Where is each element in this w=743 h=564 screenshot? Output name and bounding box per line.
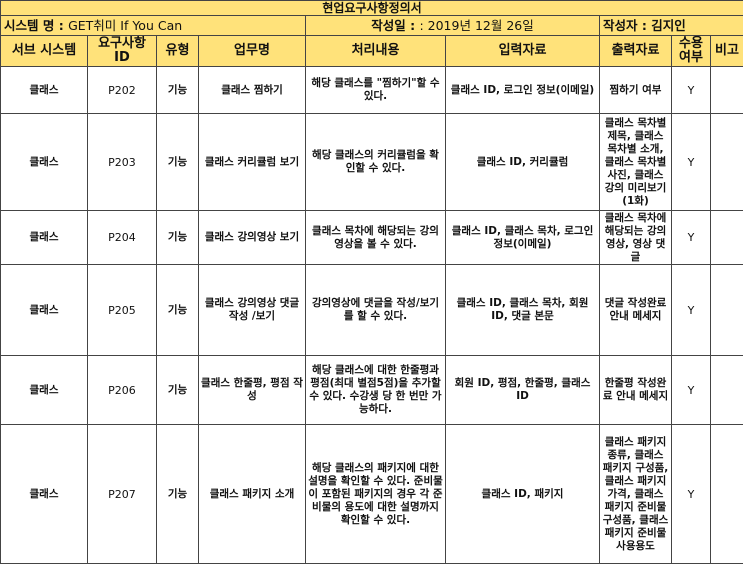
cell-req-id: P206 bbox=[88, 356, 157, 425]
date-label: 작성일 : bbox=[371, 18, 419, 33]
header-output: 출력자료 bbox=[600, 36, 672, 67]
cell-output: 한줄평 작성완료 안내 메세지 bbox=[600, 356, 672, 425]
table-row: 클래스 P203 기능 클래스 커리큘럼 보기 해당 클래스의 커리큘럼을 확인… bbox=[1, 114, 743, 211]
cell-type: 기능 bbox=[157, 425, 199, 564]
author-label: 작성자 : bbox=[603, 18, 651, 33]
date-cell: 작성일 : : 2019년 12월 26일 bbox=[306, 16, 600, 36]
cell-output: 클래스 패키지 종류, 클래스 패키지 구성품, 클래스 패키지 가격, 클래스… bbox=[600, 425, 672, 564]
cell-subsystem: 클래스 bbox=[1, 114, 88, 211]
cell-processing: 해당 클래스에 대한 한줄평과 평점(최대 별점5점)을 추가할 수 있다. 수… bbox=[306, 356, 446, 425]
table-row: 클래스 P204 기능 클래스 강의영상 보기 클래스 목차에 해당되는 강의영… bbox=[1, 211, 743, 265]
header-row: 서브 시스템 요구사항 ID 유형 업무명 처리내용 입력자료 출력자료 수용 … bbox=[1, 36, 743, 67]
cell-processing: 강의영상에 댓글을 작성/보기를 할 수 있다. bbox=[306, 265, 446, 356]
author-cell: 작성자 : 김지인 bbox=[600, 16, 743, 36]
cell-task: 클래스 찜하기 bbox=[199, 67, 306, 114]
cell-task: 클래스 패키지 소개 bbox=[199, 425, 306, 564]
cell-req-id: P203 bbox=[88, 114, 157, 211]
cell-type: 기능 bbox=[157, 265, 199, 356]
cell-req-id: P202 bbox=[88, 67, 157, 114]
cell-input: 회원 ID, 평점, 한줄평, 클래스 ID bbox=[446, 356, 600, 425]
cell-accept: Y bbox=[672, 425, 711, 564]
cell-note bbox=[711, 265, 743, 356]
cell-note bbox=[711, 211, 743, 265]
header-processing: 처리내용 bbox=[306, 36, 446, 67]
date-value: : 2019년 12월 26일 bbox=[419, 18, 533, 33]
table-row: 클래스 P205 기능 클래스 강의영상 댓글작성 /보기 강의영상에 댓글을 … bbox=[1, 265, 743, 356]
cell-processing: 해당 클래스의 커리큘럼을 확인할 수 있다. bbox=[306, 114, 446, 211]
cell-accept: Y bbox=[672, 356, 711, 425]
header-accept: 수용 여부 bbox=[672, 36, 711, 67]
cell-task: 클래스 강의영상 댓글작성 /보기 bbox=[199, 265, 306, 356]
cell-subsystem: 클래스 bbox=[1, 265, 88, 356]
header-input: 입력자료 bbox=[446, 36, 600, 67]
cell-type: 기능 bbox=[157, 211, 199, 265]
cell-output: 댓글 작성완료 안내 메세지 bbox=[600, 265, 672, 356]
cell-req-id: P204 bbox=[88, 211, 157, 265]
cell-output: 클래스 목차에 해당되는 강의영상, 영상 댓글 bbox=[600, 211, 672, 265]
cell-output: 클래스 목차별 제목, 클래스 목차별 소개, 클래스 목차별 사진, 클래스 … bbox=[600, 114, 672, 211]
cell-output: 찜하기 여부 bbox=[600, 67, 672, 114]
cell-task: 클래스 커리큘럼 보기 bbox=[199, 114, 306, 211]
system-name-label: 시스템 명 : bbox=[4, 18, 68, 33]
meta-row: 시스템 명 : GET취미 If You Can 작성일 : : 2019년 1… bbox=[1, 16, 743, 36]
header-subsystem: 서브 시스템 bbox=[1, 36, 88, 67]
header-note: 비고 bbox=[711, 36, 743, 67]
cell-subsystem: 클래스 bbox=[1, 356, 88, 425]
cell-accept: Y bbox=[672, 211, 711, 265]
system-name-value: GET취미 If You Can bbox=[68, 18, 182, 33]
cell-type: 기능 bbox=[157, 114, 199, 211]
cell-type: 기능 bbox=[157, 67, 199, 114]
cell-input: 클래스 ID, 클래스 목차, 회원 ID, 댓글 본문 bbox=[446, 265, 600, 356]
cell-req-id: P207 bbox=[88, 425, 157, 564]
cell-processing: 해당 클래스의 패키지에 대한 설명을 확인할 수 있다. 준비물이 포함된 패… bbox=[306, 425, 446, 564]
cell-note bbox=[711, 356, 743, 425]
header-task: 업무명 bbox=[199, 36, 306, 67]
document-title: 현업요구사항정의서 bbox=[1, 1, 743, 16]
cell-note bbox=[711, 67, 743, 114]
cell-note bbox=[711, 114, 743, 211]
cell-req-id: P205 bbox=[88, 265, 157, 356]
cell-accept: Y bbox=[672, 67, 711, 114]
cell-task: 클래스 강의영상 보기 bbox=[199, 211, 306, 265]
cell-input: 클래스 ID, 커리큘럼 bbox=[446, 114, 600, 211]
cell-accept: Y bbox=[672, 265, 711, 356]
table-row: 클래스 P202 기능 클래스 찜하기 해당 클래스를 "찜하기"할 수 있다.… bbox=[1, 67, 743, 114]
title-row: 현업요구사항정의서 bbox=[1, 1, 743, 16]
table-row: 클래스 P207 기능 클래스 패키지 소개 해당 클래스의 패키지에 대한 설… bbox=[1, 425, 743, 564]
cell-note bbox=[711, 425, 743, 564]
header-type: 유형 bbox=[157, 36, 199, 67]
cell-input: 클래스 ID, 패키지 bbox=[446, 425, 600, 564]
cell-input: 클래스 ID, 클래스 목차, 로그인 정보(이메일) bbox=[446, 211, 600, 265]
cell-task: 클래스 한줄평, 평점 작성 bbox=[199, 356, 306, 425]
cell-subsystem: 클래스 bbox=[1, 425, 88, 564]
header-req-id: 요구사항 ID bbox=[88, 36, 157, 67]
cell-processing: 클래스 목차에 해당되는 강의영상을 볼 수 있다. bbox=[306, 211, 446, 265]
table-row: 클래스 P206 기능 클래스 한줄평, 평점 작성 해당 클래스에 대한 한줄… bbox=[1, 356, 743, 425]
cell-type: 기능 bbox=[157, 356, 199, 425]
cell-subsystem: 클래스 bbox=[1, 211, 88, 265]
cell-accept: Y bbox=[672, 114, 711, 211]
cell-input: 클래스 ID, 로그인 정보(이메일) bbox=[446, 67, 600, 114]
cell-processing: 해당 클래스를 "찜하기"할 수 있다. bbox=[306, 67, 446, 114]
cell-subsystem: 클래스 bbox=[1, 67, 88, 114]
author-value: 김지인 bbox=[651, 18, 686, 33]
system-name-cell: 시스템 명 : GET취미 If You Can bbox=[1, 16, 306, 36]
